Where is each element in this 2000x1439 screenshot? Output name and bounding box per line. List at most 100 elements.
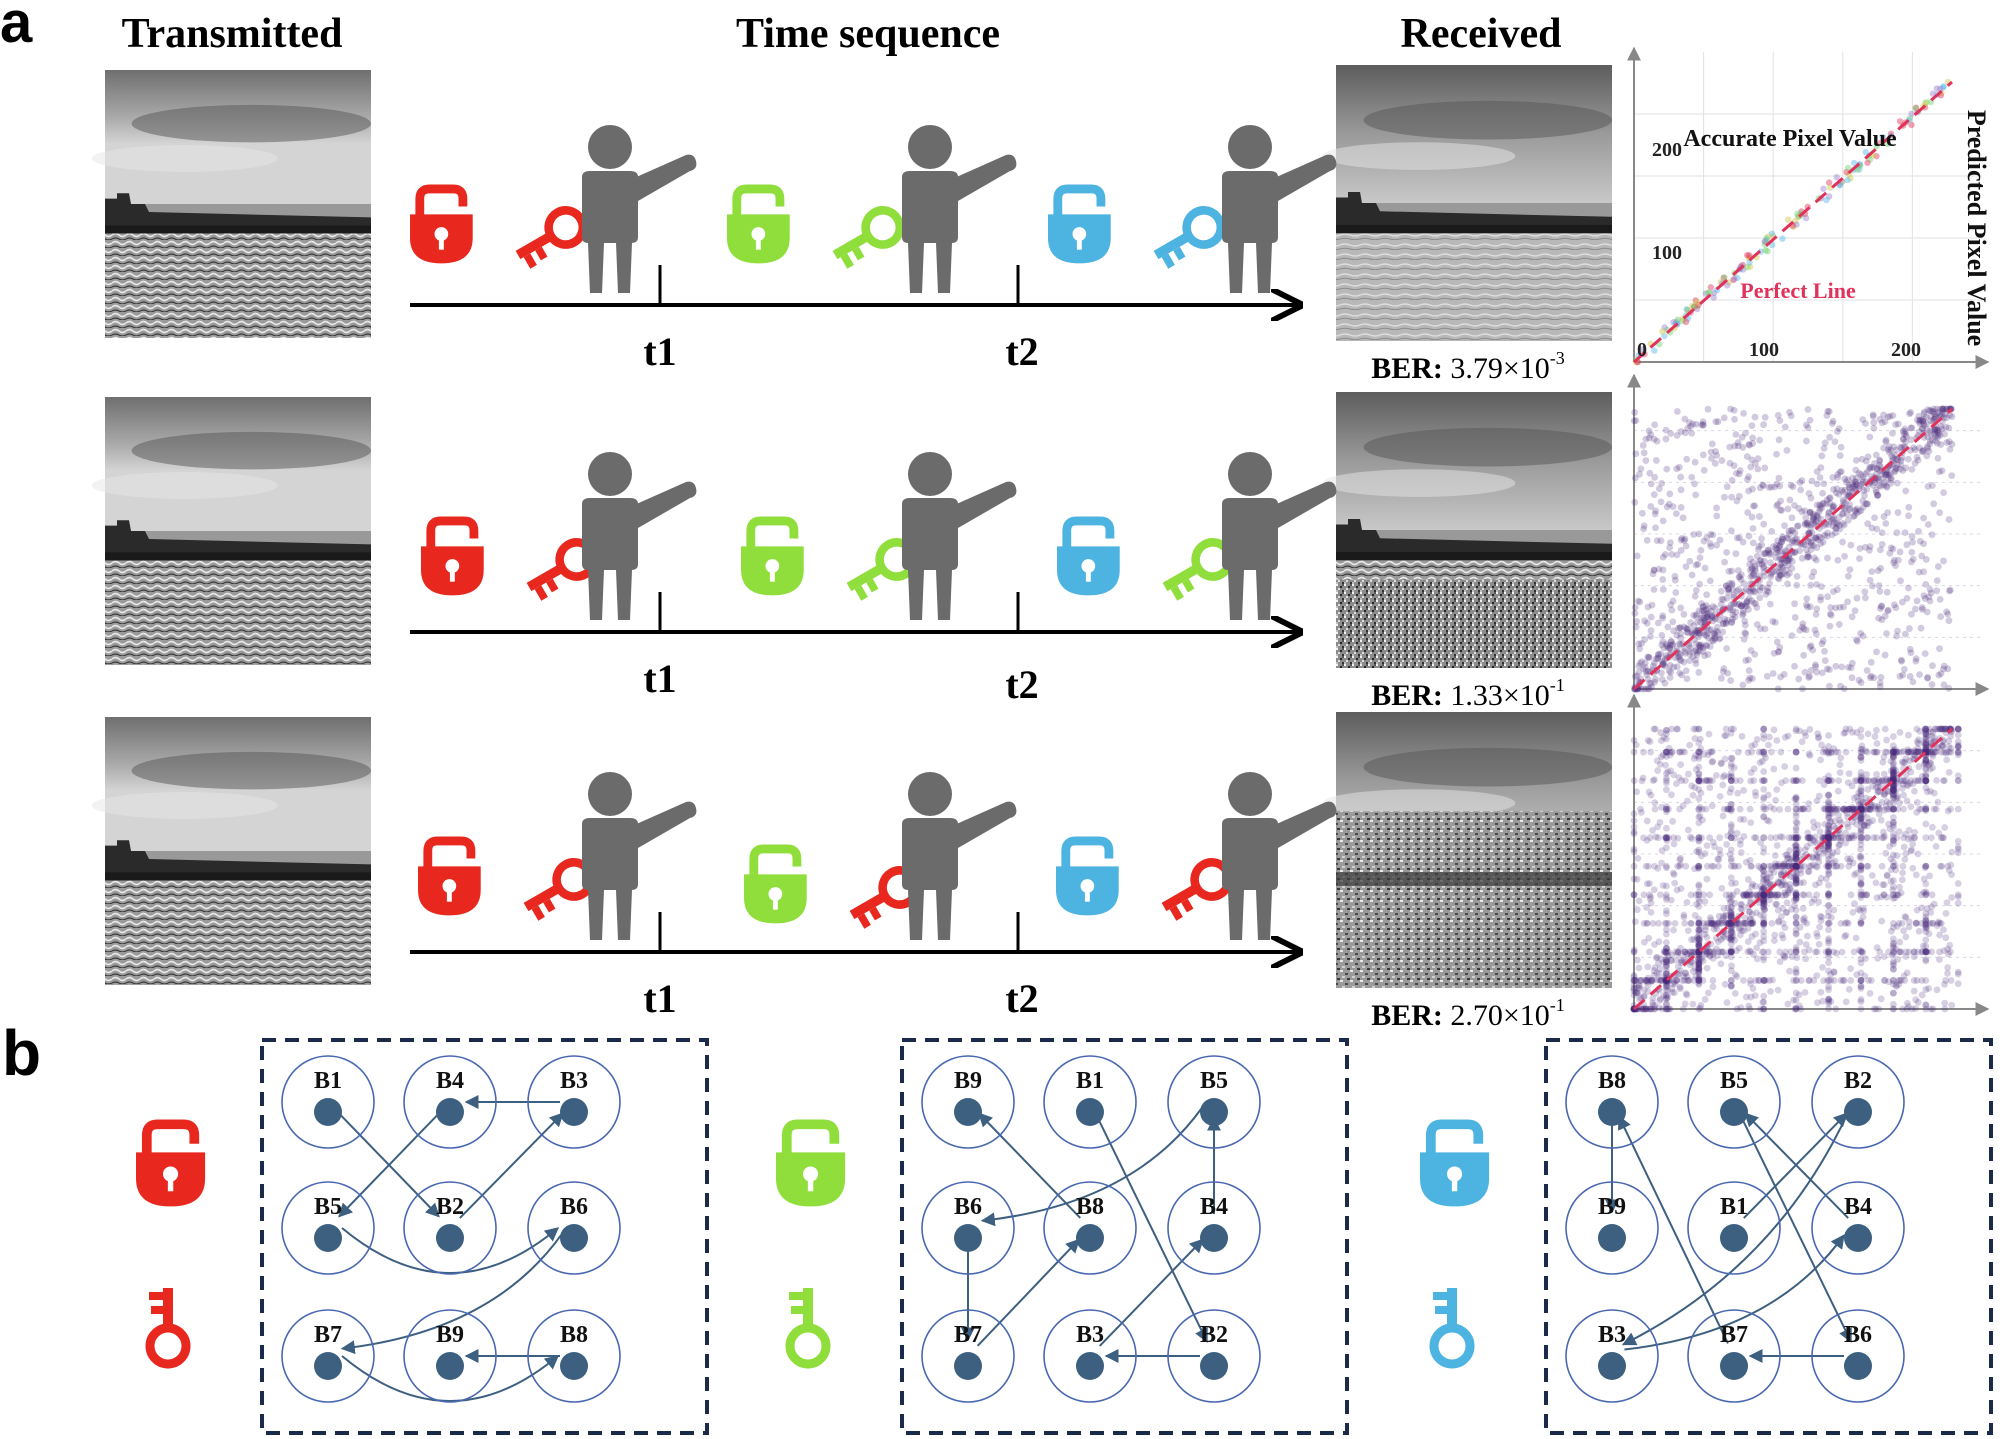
scatter-point: [1915, 527, 1922, 535]
person-icon: [582, 772, 697, 940]
scatter-point: [1824, 828, 1831, 836]
scatter-point: [1643, 619, 1651, 627]
scatter-point: [1748, 675, 1756, 682]
scatter-point: [1900, 843, 1908, 851]
scatter-point: [1673, 976, 1681, 984]
scatter-point: [1920, 875, 1928, 883]
scatter-point: [1857, 826, 1865, 834]
scatter-point: [1857, 918, 1865, 925]
scatter-point: [1663, 992, 1670, 1000]
scatter-point: [1753, 955, 1761, 963]
scatter-point: [1911, 777, 1919, 785]
scatter-point: [1942, 423, 1950, 431]
scatter-point: [1889, 769, 1897, 777]
scatter-point: [1820, 781, 1828, 789]
scatter-point: [1687, 423, 1695, 430]
scatter-point: [1792, 862, 1800, 870]
scatter-point: [1907, 649, 1915, 657]
scatter-point: [1792, 855, 1800, 863]
scatter-point: [1656, 760, 1664, 768]
scatter-point: [1673, 465, 1681, 473]
scatter-point: [1695, 795, 1703, 802]
scatter-point: [1936, 595, 1944, 603]
scatter-point: [1792, 919, 1800, 927]
scatter-point: [1703, 919, 1711, 927]
scatter-point: [1671, 980, 1679, 988]
scatter-point: [1927, 431, 1935, 439]
scatter-point: [1825, 881, 1832, 889]
scatter-point: [1760, 921, 1768, 929]
scatter-point: [1649, 995, 1657, 1002]
scatter-point: [1731, 899, 1739, 907]
scatter-point: [1875, 614, 1882, 622]
scatter-point: [1750, 777, 1758, 785]
scatter-point: [1672, 956, 1680, 964]
scatter-point: [1710, 289, 1718, 297]
scatter-point: [1630, 417, 1638, 425]
scatter-point: [1649, 977, 1657, 984]
scatter-point: [1677, 546, 1685, 554]
scatter-point: [1928, 891, 1936, 899]
scatter-point: [1725, 919, 1732, 927]
scatter-point: [1696, 1004, 1704, 1012]
scatter-point: [1675, 774, 1683, 782]
scatter-point: [1708, 948, 1716, 956]
scatter-point: [1882, 802, 1890, 810]
scatter-point: [1855, 508, 1863, 515]
scatter-point: [1713, 925, 1721, 933]
scatter-point: [1727, 777, 1735, 785]
scatter-point: [1732, 608, 1740, 616]
scatter-point: [1676, 651, 1684, 658]
scatter-point: [1889, 944, 1897, 952]
scatter-point: [1695, 965, 1703, 973]
scatter-point: [1889, 836, 1897, 844]
node-dot: [560, 1352, 588, 1380]
scatter-point: [1792, 846, 1800, 854]
scatter-point: [1803, 843, 1811, 850]
scatter-point: [1897, 889, 1905, 897]
scatter-point: [1693, 298, 1701, 305]
scatter-point: [1792, 891, 1800, 899]
scatter-point: [1922, 760, 1930, 768]
scatter-point: [1689, 302, 1696, 310]
scatter-point: [1792, 764, 1800, 772]
scatter-point: [1841, 806, 1849, 814]
scatter-point: [1808, 898, 1816, 906]
scatter-point: [1824, 554, 1831, 562]
scatter-point: [1792, 862, 1800, 870]
scatter-point: [1887, 927, 1895, 935]
scatter-point: [1699, 418, 1707, 426]
scatter-point: [1914, 456, 1922, 464]
scatter-point: [1694, 935, 1702, 943]
transmitted-image: [91, 397, 371, 665]
scatter-point: [1746, 674, 1754, 682]
scatter-point: [1760, 520, 1768, 528]
scatter-point: [1806, 862, 1813, 870]
scatter-point: [1695, 926, 1703, 934]
scatter-point: [1792, 835, 1800, 843]
scatter-point: [1845, 483, 1853, 491]
scatter-point: [1663, 967, 1670, 975]
scatter-point: [1699, 816, 1706, 824]
scatter-point: [1844, 476, 1852, 484]
node-label: B5: [1200, 1068, 1228, 1094]
scatter-point: [1806, 416, 1814, 424]
scatter-point: [1922, 862, 1930, 870]
scatter-point: [1635, 662, 1643, 670]
scatter-point: [1792, 894, 1800, 902]
scatter-point: [1867, 674, 1874, 682]
scatter-point: [1773, 549, 1780, 556]
scatter-point: [1792, 862, 1800, 870]
scatter-point: [1857, 969, 1865, 977]
scatter-point: [1753, 604, 1761, 611]
scatter-point: [1798, 477, 1806, 484]
scatter-point: [1863, 805, 1871, 813]
scatter-point: [1662, 435, 1670, 443]
scatter-point: [1781, 889, 1789, 896]
scatter-point: [1830, 745, 1838, 753]
scatter-point: [1856, 853, 1864, 860]
scatter-point: [1720, 904, 1728, 912]
scatter-point: [1683, 898, 1691, 906]
scatter-point: [1791, 902, 1798, 910]
